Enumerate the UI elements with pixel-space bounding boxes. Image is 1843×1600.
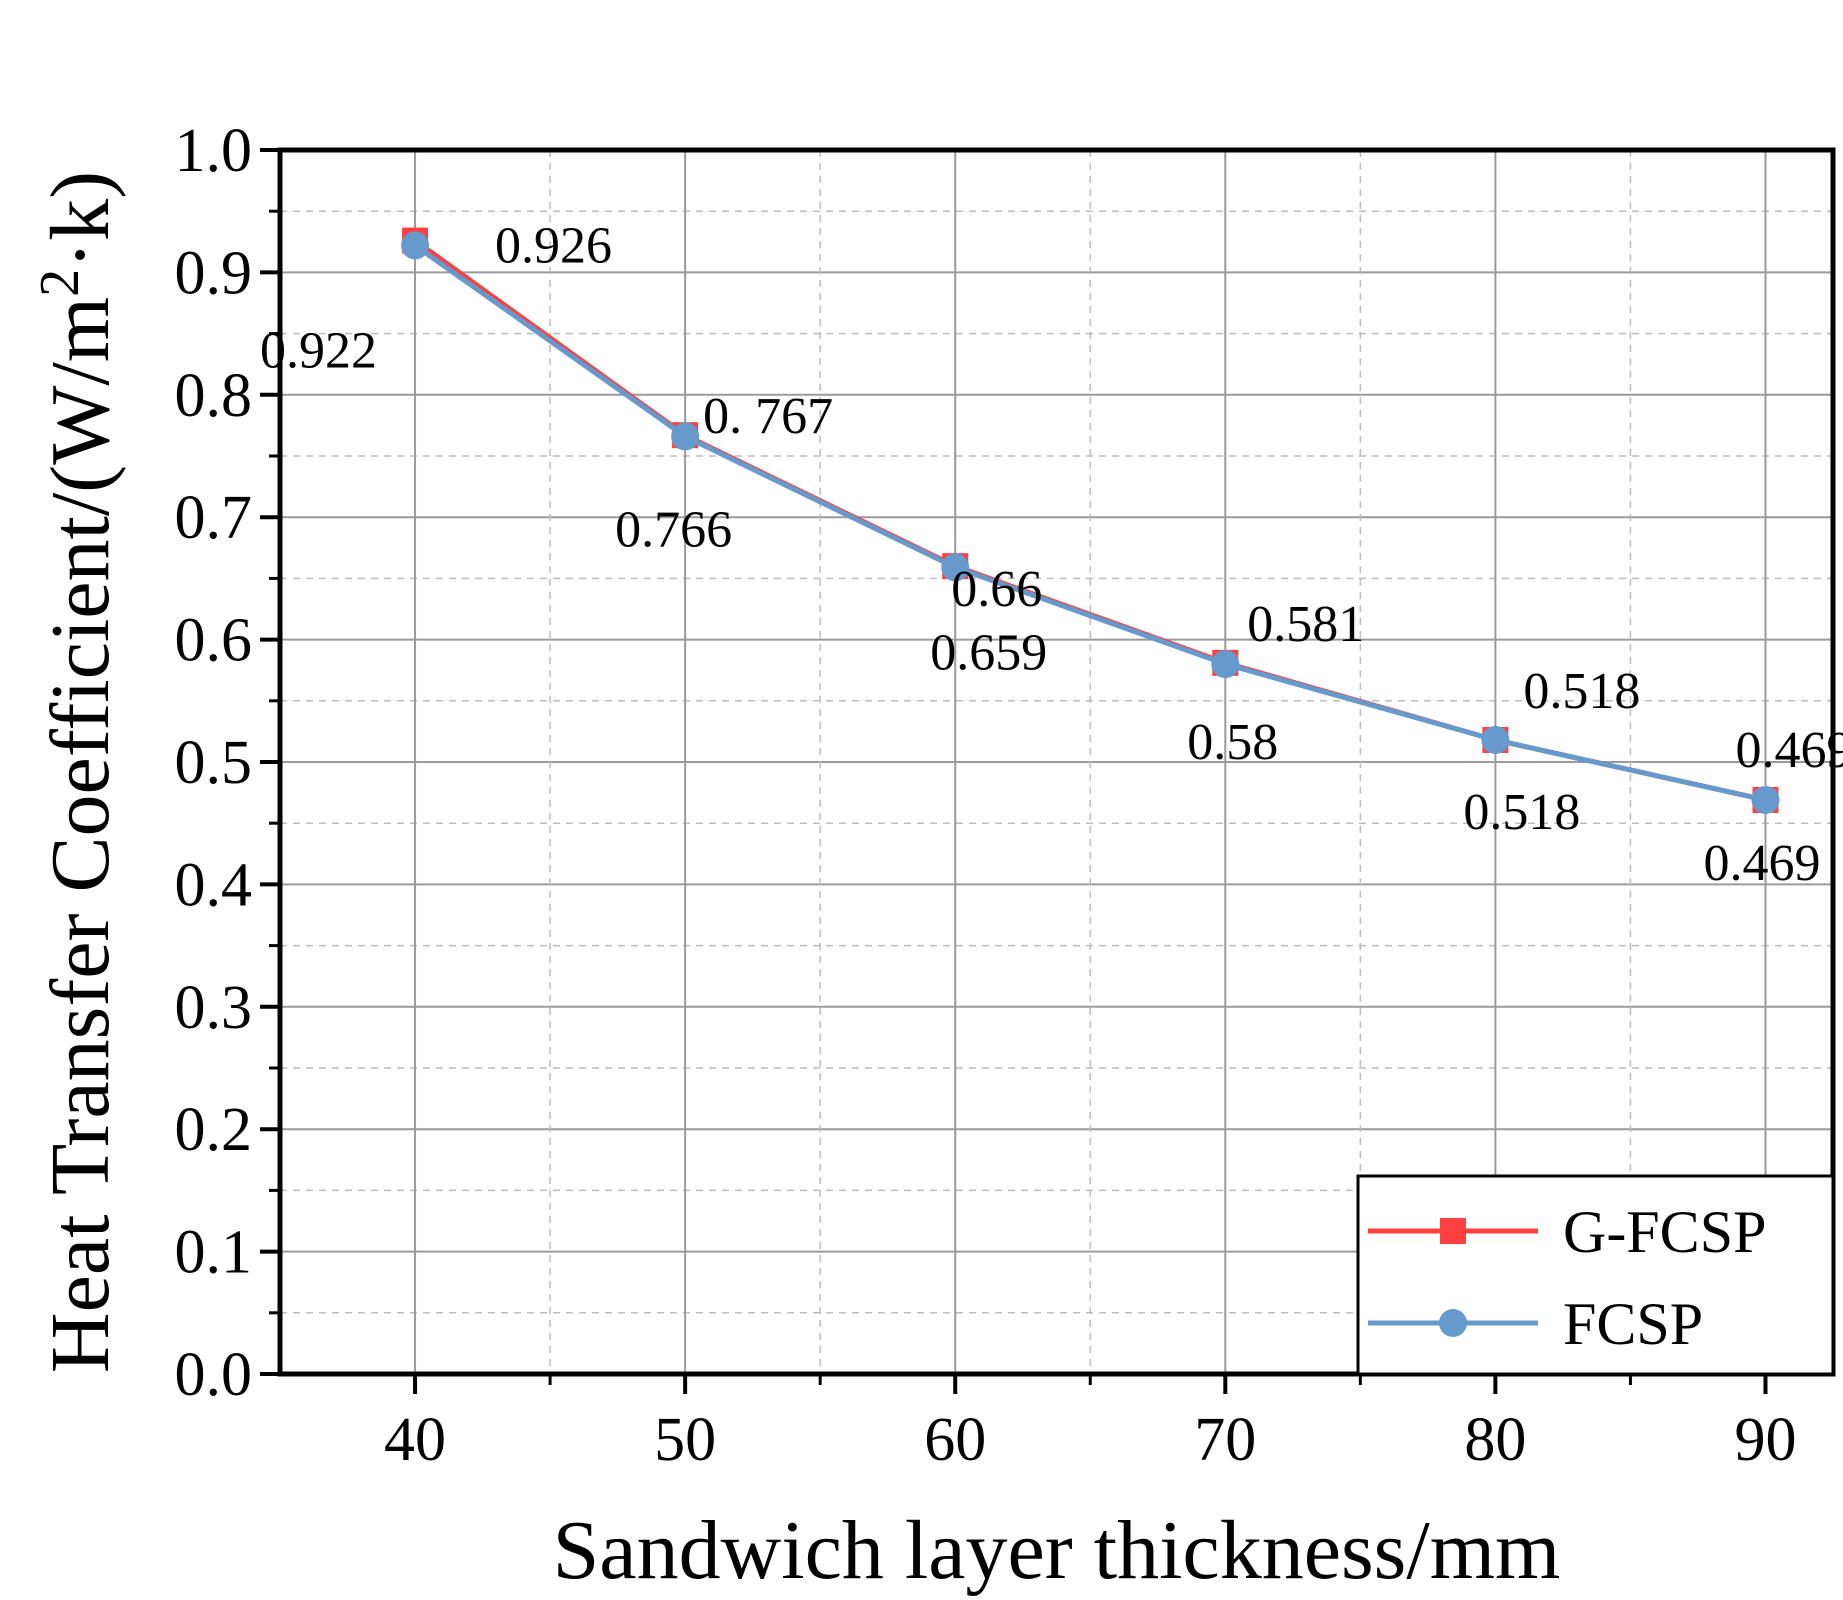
y-tick-label: 1.0 — [175, 117, 253, 185]
data-point — [671, 422, 700, 451]
axis-ticks: 0.0 0.1 0.2 0.3 0.4 0.5 0.6 0.7 0.8 0.9 1.0 40 50 60 7… — [175, 117, 1797, 1474]
data-label: 0.922 — [260, 322, 377, 379]
data-point — [1211, 650, 1240, 679]
x-tick-label: 50 — [654, 1406, 716, 1474]
y-tick-label: 0.2 — [175, 1096, 253, 1164]
y-tick-label: 0.7 — [175, 484, 253, 552]
data-label: 0.469 — [1703, 835, 1820, 892]
data-point — [401, 231, 430, 260]
legend-label: FCSP — [1563, 1291, 1703, 1357]
data-label: 0.581 — [1247, 596, 1364, 653]
x-tick-label: 70 — [1194, 1406, 1256, 1474]
x-tick-label: 80 — [1464, 1406, 1526, 1474]
data-label: 0. 767 — [703, 388, 833, 445]
y-axis-title-main: Heat Transfer Coefficient/(W/m — [34, 297, 127, 1373]
data-label: 0.518 — [1523, 663, 1640, 720]
y-tick-label: 0.9 — [175, 239, 253, 307]
y-tick-label: 0.6 — [175, 607, 253, 675]
legend-items: G-FCSP FCSP — [1368, 1199, 1766, 1357]
legend-item-g-fcsp: G-FCSP — [1368, 1199, 1766, 1265]
y-tick-label: 0.4 — [175, 851, 253, 919]
data-label: 0.58 — [1187, 714, 1278, 771]
data-label: 0.766 — [615, 501, 732, 558]
legend-marker — [1439, 1309, 1467, 1337]
legend-box — [1356, 1174, 1835, 1376]
data-point — [1751, 785, 1780, 814]
data-label: 0.926 — [495, 218, 612, 275]
x-axis-title: Sandwich layer thickness/mm — [553, 1504, 1561, 1597]
y-tick-label: 0.5 — [175, 729, 253, 797]
data-point — [1481, 725, 1510, 754]
x-tick-label: 90 — [1734, 1406, 1796, 1474]
legend: G-FCSP FCSP — [1356, 1174, 1835, 1376]
data-label: 0.659 — [930, 624, 1047, 681]
series-fcsp — [401, 231, 1780, 814]
legend-label: G-FCSP — [1563, 1199, 1766, 1265]
y-tick-label: 0.3 — [175, 974, 253, 1042]
y-axis-title: Heat Transfer Coefficient/(W/m2·k) — [29, 171, 127, 1373]
legend-marker — [1440, 1218, 1466, 1244]
y-tick-label: 0.1 — [175, 1219, 253, 1287]
series-line — [413, 243, 1767, 803]
y-axis-title-superscript: 2 — [29, 269, 91, 297]
x-tick-label: 40 — [384, 1406, 446, 1474]
data-labels: 0.926 0. 767 0.66 0.581 0.518 0.469 0.922 0.766… — [260, 218, 1843, 892]
grid — [280, 150, 1833, 1374]
y-tick-label: 0.8 — [175, 362, 253, 430]
x-tick-label: 60 — [924, 1406, 986, 1474]
data-label: 0.66 — [951, 561, 1042, 618]
y-tick-label: 0.0 — [175, 1341, 253, 1409]
series-group — [401, 227, 1780, 814]
y-axis-title-tail: ·k) — [34, 171, 127, 269]
data-label: 0.469 — [1735, 722, 1843, 779]
data-label: 0.518 — [1463, 784, 1580, 841]
legend-item-fcsp: FCSP — [1368, 1291, 1703, 1357]
data-point — [941, 553, 970, 582]
